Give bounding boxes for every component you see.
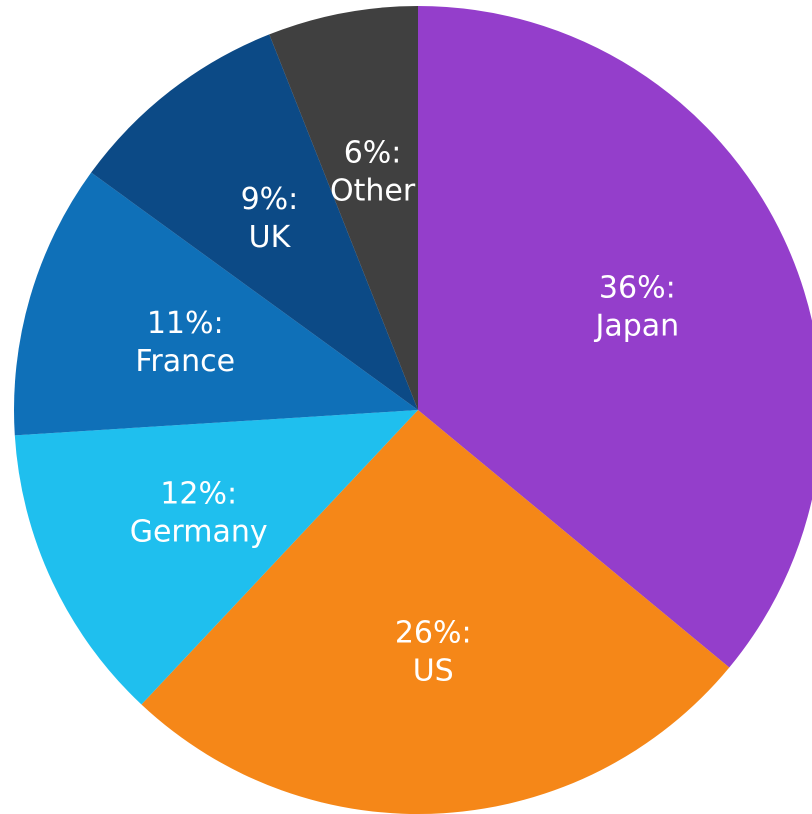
slice-category-label: UK	[249, 220, 292, 255]
slice-value-label: 36%:	[599, 270, 676, 305]
pie-slice	[418, 6, 812, 668]
slice-value-label: 6%:	[344, 135, 402, 170]
pie-slice	[91, 34, 418, 410]
pie-slice	[141, 410, 730, 814]
slice-category-label: Japan	[593, 308, 679, 343]
slice-value-label: 12%:	[160, 477, 237, 512]
slice-category-label: Germany	[130, 515, 268, 550]
slice-value-label: 26%:	[395, 615, 472, 650]
slice-value-label: 11%:	[147, 306, 224, 341]
slice-value-label: 9%:	[241, 182, 299, 217]
slice-category-label: France	[135, 344, 235, 379]
pie-slice	[14, 172, 419, 436]
pie-slice	[14, 410, 418, 705]
slice-category-label: Other	[330, 173, 416, 208]
slice-category-label: US	[413, 653, 454, 688]
pie-slice	[269, 6, 418, 410]
